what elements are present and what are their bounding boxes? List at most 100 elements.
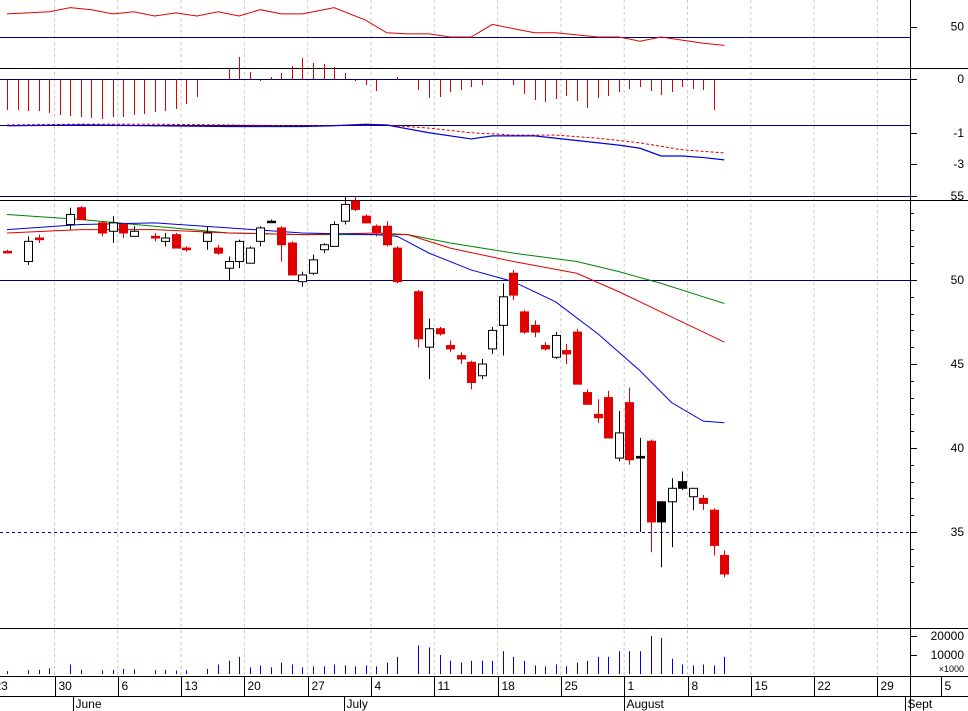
candle-body xyxy=(256,227,265,242)
macd-panel xyxy=(0,123,910,161)
candle-body xyxy=(604,397,613,439)
month-label: Sept xyxy=(908,697,933,711)
candle-body xyxy=(573,331,582,385)
rsi-line xyxy=(6,7,725,46)
volume-panel xyxy=(7,636,725,674)
candle-body xyxy=(710,509,719,546)
y-tick-label: 40 xyxy=(951,441,965,455)
candle-body xyxy=(77,207,86,221)
candle-body xyxy=(678,481,687,489)
candle-body xyxy=(520,311,529,333)
x-tick-label: 22 xyxy=(818,679,832,693)
x-tick-label: 18 xyxy=(502,679,516,693)
candle-body xyxy=(320,244,329,251)
candle-body xyxy=(467,361,476,383)
candle-body xyxy=(98,222,107,234)
x-tick-label: 20 xyxy=(248,679,262,693)
candle-body xyxy=(647,440,656,523)
price-panel xyxy=(0,196,910,578)
candle-body xyxy=(625,402,634,461)
candle-body xyxy=(288,242,297,276)
x-tick-label: 23 xyxy=(0,679,8,693)
candle-body xyxy=(182,247,191,251)
candle-body xyxy=(277,227,286,246)
moving-average-green xyxy=(6,213,725,304)
x-tick-label: 25 xyxy=(565,679,579,693)
month-label: July xyxy=(347,697,368,711)
candle-body xyxy=(246,247,255,264)
candle-body xyxy=(351,200,360,210)
moving-average-red xyxy=(6,229,725,343)
x-tick-label: 13 xyxy=(185,679,199,693)
candle-body xyxy=(109,222,118,232)
candle-body xyxy=(172,234,181,249)
candle-body xyxy=(541,345,550,350)
macd-signal-line xyxy=(6,123,725,154)
candle-body xyxy=(35,237,44,241)
x-axis: 233061320274111825181522295JuneJulyAugus… xyxy=(0,676,952,711)
candle-body xyxy=(414,291,423,340)
candle-body xyxy=(425,328,434,348)
volume-unit-label: ×1000 xyxy=(939,664,964,674)
y-tick-label: 45 xyxy=(951,357,965,371)
candle-body xyxy=(699,497,708,504)
x-tick-label: 4 xyxy=(375,679,382,693)
histogram-panel xyxy=(0,57,910,119)
candle-body xyxy=(689,487,698,498)
candle-body xyxy=(457,355,466,360)
candle-body xyxy=(24,240,33,263)
candle-body xyxy=(488,329,497,350)
candle-body xyxy=(720,555,729,575)
candle-body xyxy=(298,274,307,283)
x-tick-label: 8 xyxy=(692,679,699,693)
candle-body xyxy=(583,392,592,405)
vertical-gridlines xyxy=(54,0,878,676)
y-tick-label: -1 xyxy=(953,126,964,140)
y-tick-label: 20000 xyxy=(931,629,965,643)
candle-body xyxy=(309,259,318,274)
y-tick-label: 50 xyxy=(951,273,965,287)
candle-body xyxy=(372,225,381,234)
y-tick-label: 10000 xyxy=(931,648,965,662)
x-tick-label: 1 xyxy=(628,679,635,693)
y-tick-label: 55 xyxy=(951,189,965,203)
candle-body xyxy=(119,224,128,234)
y-tick-label: 0 xyxy=(957,72,964,86)
x-tick-label: 11 xyxy=(438,679,451,693)
candle-body xyxy=(509,272,518,296)
candle-body xyxy=(446,345,455,350)
month-label: August xyxy=(627,697,665,711)
candle-body xyxy=(499,296,508,326)
month-label: June xyxy=(76,697,102,711)
candle-body xyxy=(161,237,170,242)
candle-body xyxy=(203,232,212,242)
candle-body xyxy=(383,225,392,246)
moving-average-blue xyxy=(6,222,725,424)
candle-body xyxy=(225,261,234,269)
candle-body xyxy=(267,220,276,224)
candle-body xyxy=(552,334,561,358)
candle-body xyxy=(393,247,402,283)
candle-body xyxy=(615,432,624,459)
candle-body xyxy=(66,213,75,226)
y-tick-label: 35 xyxy=(951,525,965,539)
candle-body xyxy=(130,230,139,237)
candle-body xyxy=(531,324,540,333)
candle-body xyxy=(668,487,677,503)
candle-body xyxy=(3,250,12,254)
y-tick-label: 50 xyxy=(951,20,965,34)
candle-body xyxy=(151,235,160,239)
x-tick-label: 6 xyxy=(122,679,129,693)
candle-body xyxy=(235,240,244,263)
x-tick-label: 5 xyxy=(945,679,952,693)
x-tick-label: 27 xyxy=(312,679,326,693)
candle-body xyxy=(436,328,445,335)
candle-body xyxy=(636,455,645,459)
x-tick-label: 15 xyxy=(755,679,769,693)
candle-body xyxy=(330,224,339,247)
candle-body xyxy=(657,501,666,523)
y-tick-label: -3 xyxy=(953,157,964,171)
y-axis-labels: 50 0 -1 -3 55 50 45 40 35 20000 10000 ×1000 xyxy=(910,20,965,674)
rsi-panel xyxy=(0,7,910,46)
